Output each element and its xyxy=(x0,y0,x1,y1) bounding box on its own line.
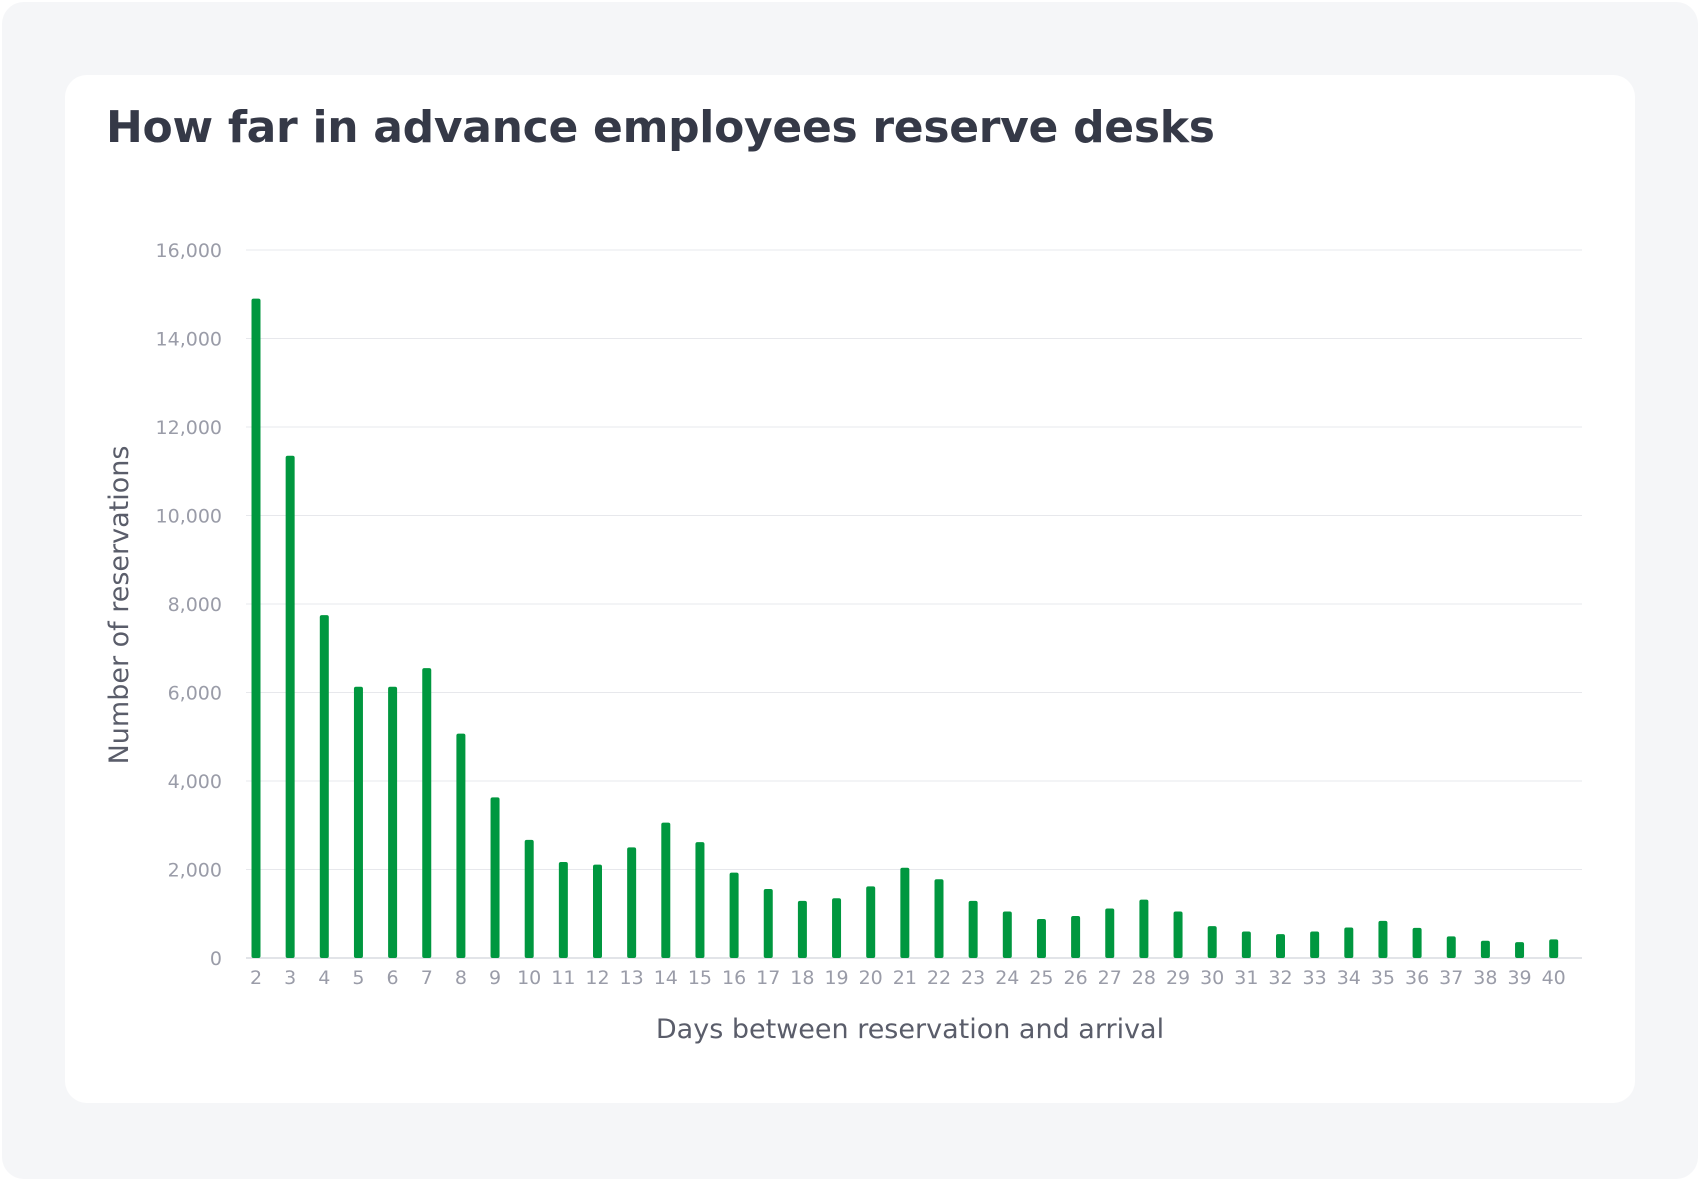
x-tick-label: 26 xyxy=(1064,967,1088,989)
bar-day-17 xyxy=(763,888,773,958)
x-tick-label: 33 xyxy=(1303,967,1327,989)
bar-day-31 xyxy=(1241,931,1251,958)
y-tick-label: 6,000 xyxy=(168,683,222,705)
x-tick-label: 24 xyxy=(995,967,1019,989)
bar-day-19 xyxy=(832,898,842,958)
bar-day-15 xyxy=(695,842,705,958)
x-tick-label: 17 xyxy=(756,967,780,989)
x-tick-label: 31 xyxy=(1234,967,1258,989)
bar-day-21 xyxy=(900,867,910,958)
x-tick-label: 4 xyxy=(318,967,330,989)
bar-day-16 xyxy=(729,872,739,958)
y-tick-label: 16,000 xyxy=(156,240,222,262)
bar-day-12 xyxy=(593,864,602,958)
bar-day-35 xyxy=(1378,920,1388,958)
bar-day-26 xyxy=(1071,915,1081,958)
bar-day-23 xyxy=(968,900,978,958)
bar-day-30 xyxy=(1207,926,1217,958)
x-tick-label: 27 xyxy=(1098,967,1122,989)
bar-day-32 xyxy=(1276,934,1285,958)
bar-day-6 xyxy=(388,686,398,958)
x-tick-label: 14 xyxy=(654,967,678,989)
x-tick-label: 10 xyxy=(517,967,541,989)
bar-day-24 xyxy=(1002,911,1012,958)
x-tick-label: 18 xyxy=(790,967,814,989)
x-tick-label: 15 xyxy=(688,967,712,989)
y-tick-label: 0 xyxy=(210,948,222,970)
bar-day-7 xyxy=(422,668,432,958)
bar-day-14 xyxy=(661,822,671,958)
bar-day-40 xyxy=(1549,939,1559,958)
chart-title: How far in advance employees reserve des… xyxy=(106,102,1215,153)
x-tick-label: 25 xyxy=(1029,967,1053,989)
x-tick-label: 29 xyxy=(1166,967,1190,989)
y-tick-label: 10,000 xyxy=(156,506,222,528)
bar-day-13 xyxy=(627,847,637,958)
bar-day-18 xyxy=(797,900,807,958)
x-tick-label: 36 xyxy=(1405,967,1429,989)
bar-day-39 xyxy=(1515,942,1525,958)
y-tick-label: 4,000 xyxy=(168,771,222,793)
x-axis-title: Days between reservation and arrival xyxy=(656,1014,1164,1045)
bar-day-22 xyxy=(934,879,944,958)
bar-day-5 xyxy=(353,686,363,958)
bar-day-20 xyxy=(866,886,876,958)
x-tick-label: 38 xyxy=(1473,967,1497,989)
x-tick-label: 9 xyxy=(489,967,501,989)
x-tick-label: 23 xyxy=(961,967,985,989)
bar-day-29 xyxy=(1173,911,1183,958)
x-tick-label: 19 xyxy=(824,967,848,989)
bar-day-8 xyxy=(456,733,466,958)
bar-day-33 xyxy=(1310,931,1320,958)
x-tick-label: 21 xyxy=(893,967,917,989)
x-tick-label: 3 xyxy=(284,967,296,989)
x-tick-label: 6 xyxy=(387,967,399,989)
bar-day-36 xyxy=(1412,927,1422,958)
y-tick-label: 12,000 xyxy=(156,417,222,439)
x-tick-label: 8 xyxy=(455,967,467,989)
x-tick-label: 37 xyxy=(1439,967,1463,989)
x-axis-tick-labels: 2 3 4 5 6 7 8 9 10 11 12 13 14 15 16 17 18 19 20 21 22 23 24 25… xyxy=(250,967,1566,989)
x-tick-label: 16 xyxy=(722,967,746,989)
bar-day-9 xyxy=(490,797,500,958)
x-tick-label: 28 xyxy=(1132,967,1156,989)
x-tick-label: 5 xyxy=(352,967,364,989)
y-axis-title: Number of reservations xyxy=(104,446,135,765)
x-tick-label: 11 xyxy=(551,967,575,989)
x-tick-label: 20 xyxy=(859,967,883,989)
x-tick-label: 40 xyxy=(1542,967,1566,989)
x-tick-label: 13 xyxy=(620,967,644,989)
bars xyxy=(251,298,1559,958)
bar-day-38 xyxy=(1480,940,1490,958)
x-tick-label: 22 xyxy=(927,967,951,989)
bar-day-2 xyxy=(251,298,261,958)
bar-day-37 xyxy=(1446,936,1456,958)
bar-day-11 xyxy=(558,861,568,958)
y-tick-label: 14,000 xyxy=(156,329,222,351)
x-tick-label: 30 xyxy=(1200,967,1224,989)
y-axis-tick-labels: 0 2,000 4,000 6,000 8,000 10,000 12,000 14,000 1… xyxy=(156,240,222,970)
bar-day-3 xyxy=(285,455,295,958)
x-tick-label: 34 xyxy=(1337,967,1361,989)
x-tick-label: 32 xyxy=(1268,967,1292,989)
gridlines xyxy=(246,249,1582,959)
x-tick-label: 35 xyxy=(1371,967,1395,989)
bar-day-34 xyxy=(1344,927,1354,958)
bar-day-28 xyxy=(1139,899,1149,958)
y-tick-label: 2,000 xyxy=(168,860,222,882)
x-tick-label: 39 xyxy=(1507,967,1531,989)
x-tick-label: 2 xyxy=(250,967,262,989)
bar-day-10 xyxy=(524,839,534,958)
bar-day-4 xyxy=(319,615,329,958)
bar-day-27 xyxy=(1105,908,1115,958)
x-tick-label: 12 xyxy=(585,967,609,989)
bar-day-25 xyxy=(1036,919,1046,958)
x-tick-label: 7 xyxy=(421,967,433,989)
y-tick-label: 8,000 xyxy=(168,594,222,616)
